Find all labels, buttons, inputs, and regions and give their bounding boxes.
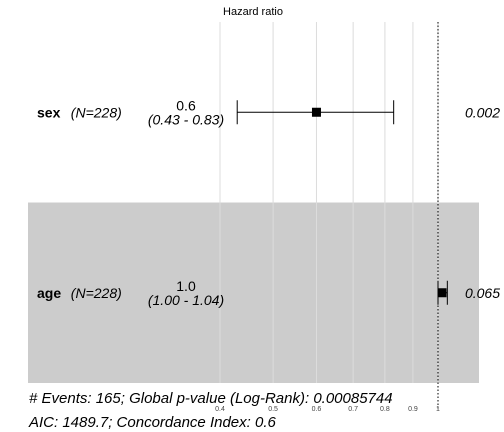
n-label: (N=228) <box>71 285 122 301</box>
x-tick-label: 0.8 <box>380 406 390 413</box>
hr-label: 1.0 <box>176 278 196 294</box>
x-tick-label: 0.6 <box>312 406 322 413</box>
p-value-label: 0.002 <box>465 104 500 120</box>
hr-label: 0.6 <box>176 97 196 113</box>
x-axis-tick-labels: 0.4 0.5 0.6 0.7 0.8 0.9 1 <box>215 406 440 413</box>
n-label: (N=228) <box>71 104 122 120</box>
x-tick-label: 0.4 <box>215 406 225 413</box>
footer-text: # Events: 165; Global p-value (Log-Rank)… <box>28 390 393 431</box>
x-tick-label: 0.5 <box>268 406 278 413</box>
rows: sex (N=228) 0.6(0.43 - 0.83) 0.002 age (N=228… <box>37 97 500 308</box>
x-tick-label: 0.9 <box>408 406 418 413</box>
variable-label: sex <box>37 104 61 120</box>
ci-label: (0.43 - 0.83) <box>148 111 224 127</box>
row-band-age <box>28 202 479 383</box>
footer-line-2: AIC: 1489.7; Concordance Index: 0.6 <box>28 414 276 431</box>
p-value-label: 0.065 <box>465 285 500 301</box>
footer-line-1: # Events: 165; Global p-value (Log-Rank)… <box>29 390 393 407</box>
row-bands <box>28 202 479 383</box>
point-estimate <box>437 288 447 298</box>
ci-label: (1.00 - 1.04) <box>148 292 224 308</box>
gridlines <box>219 22 439 409</box>
x-tick-label: 1 <box>436 406 440 413</box>
x-tick-label: 0.7 <box>348 406 358 413</box>
variable-label: age <box>37 285 61 301</box>
plot-title: Hazard ratio <box>223 6 283 18</box>
point-estimate <box>311 107 321 117</box>
